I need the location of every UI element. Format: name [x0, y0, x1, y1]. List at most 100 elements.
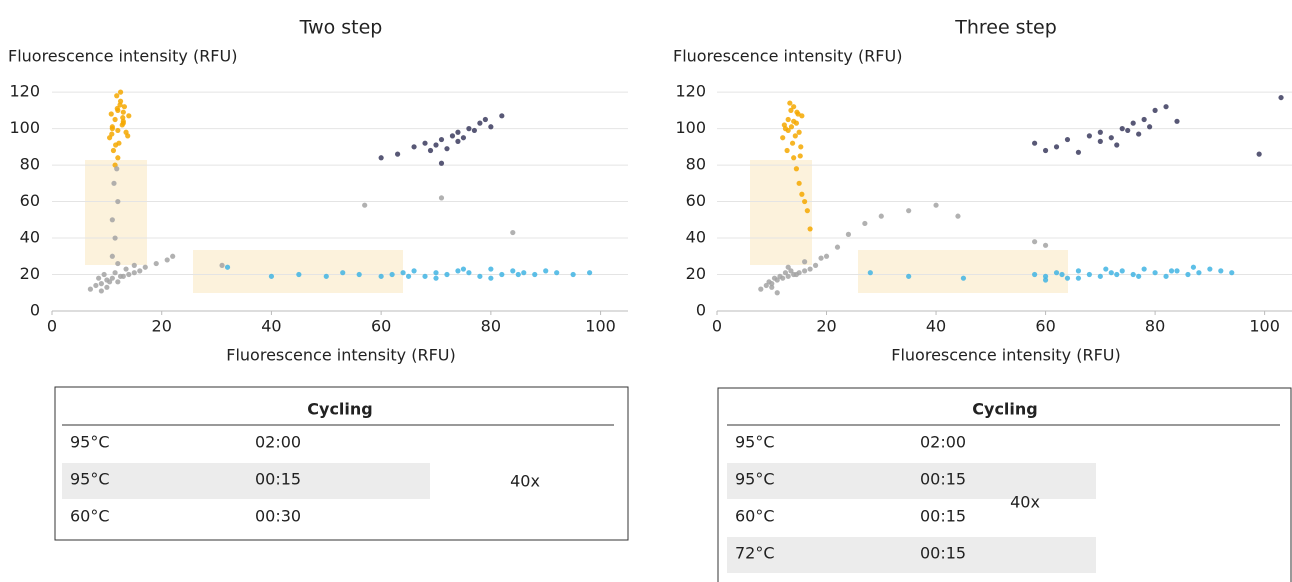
point — [117, 273, 124, 279]
point — [802, 259, 808, 265]
point — [587, 270, 593, 276]
point — [131, 270, 137, 276]
point — [438, 136, 445, 143]
point — [823, 253, 830, 259]
x-tick-label: 20 — [816, 317, 836, 336]
y-tick-label: 120 — [675, 82, 706, 101]
point — [142, 264, 148, 270]
point — [93, 282, 99, 289]
point — [137, 268, 143, 274]
x-tick-label: 100 — [1249, 317, 1280, 336]
point — [1086, 133, 1092, 139]
point — [960, 275, 967, 281]
point — [510, 229, 516, 236]
x-tick-label: 40 — [926, 317, 946, 336]
point — [1032, 239, 1038, 245]
point — [104, 284, 110, 290]
point — [110, 147, 117, 154]
point — [115, 127, 121, 134]
x-tick-label: 20 — [152, 317, 172, 336]
y-tick-label: 40 — [20, 228, 40, 247]
point — [794, 109, 800, 115]
point — [906, 273, 912, 279]
point — [170, 253, 176, 259]
cell: 95°C — [735, 433, 775, 452]
point — [570, 271, 576, 278]
y-tick-label: 100 — [675, 118, 706, 137]
point — [1032, 271, 1038, 278]
point — [153, 260, 159, 267]
point — [515, 271, 521, 278]
point — [112, 235, 118, 241]
point — [98, 281, 104, 287]
point — [792, 133, 798, 139]
point — [807, 266, 813, 272]
point — [455, 268, 461, 274]
point — [785, 264, 791, 270]
point — [471, 127, 477, 134]
point — [1168, 268, 1175, 274]
y-tick-label: 80 — [20, 155, 40, 174]
point — [1152, 107, 1158, 113]
repeat-count: 40x — [510, 472, 540, 491]
point — [1042, 277, 1049, 283]
point — [433, 270, 439, 276]
point — [115, 198, 121, 205]
point — [788, 107, 794, 113]
point — [791, 118, 797, 124]
point — [1053, 144, 1060, 150]
point — [108, 111, 114, 117]
point — [466, 126, 472, 132]
point — [1136, 273, 1142, 279]
point — [113, 142, 119, 148]
x-tick-label: 40 — [261, 317, 281, 336]
point — [477, 273, 483, 279]
point — [499, 271, 505, 278]
point — [109, 131, 115, 137]
point — [114, 105, 120, 112]
point — [1042, 242, 1049, 248]
point — [1119, 126, 1125, 132]
point — [1075, 275, 1082, 281]
y-axis-label: Fluorescence intensity (RFU) — [673, 47, 902, 66]
point — [268, 273, 275, 279]
point — [807, 226, 813, 232]
highlight-box — [193, 250, 403, 293]
point — [488, 275, 494, 281]
point — [1130, 271, 1136, 278]
point — [774, 290, 780, 296]
y-tick-label: 20 — [686, 264, 706, 283]
point — [482, 116, 488, 123]
highlight-box — [858, 250, 1068, 293]
point — [804, 208, 810, 214]
y-tick-label: 60 — [20, 191, 40, 210]
table-header: Cycling — [307, 400, 372, 419]
point — [219, 262, 225, 268]
table-frame — [54, 386, 629, 541]
y-tick-label: 80 — [686, 155, 706, 174]
x-axis-label: Fluorescence intensity (RFU) — [226, 346, 455, 365]
cell: 95°C — [735, 470, 775, 489]
point — [1032, 140, 1038, 146]
point — [296, 271, 302, 278]
point — [766, 279, 772, 285]
point — [791, 155, 797, 161]
point — [477, 120, 483, 126]
point — [438, 195, 445, 201]
point — [112, 116, 118, 123]
table-header: Cycling — [972, 400, 1037, 419]
point — [126, 271, 132, 278]
point — [1042, 147, 1049, 154]
point — [785, 273, 791, 279]
cell: 02:00 — [920, 433, 966, 452]
point — [1075, 268, 1082, 274]
cell: 95°C — [70, 433, 110, 452]
row-shade — [727, 537, 1096, 573]
cell: 02:00 — [255, 433, 301, 452]
point — [543, 268, 549, 274]
point — [378, 273, 384, 279]
point — [114, 93, 120, 99]
point — [109, 275, 115, 281]
x-tick-label: 80 — [1145, 317, 1165, 336]
